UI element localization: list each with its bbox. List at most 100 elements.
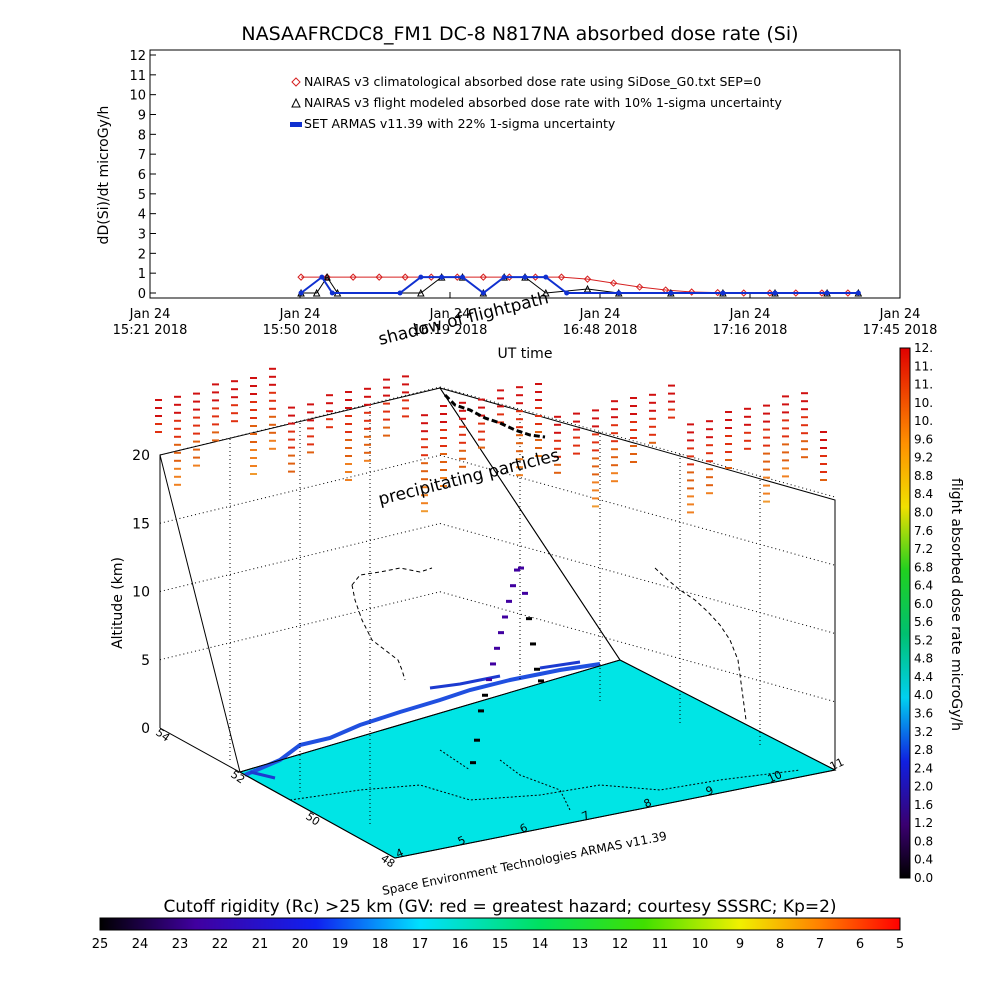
flight-track-point (494, 646, 500, 650)
dose-tick-label: 10. (914, 396, 933, 410)
annotation-shadow: shadow of flightpath (376, 288, 550, 350)
data-point-triangle (542, 288, 550, 297)
rigidity-tick-label: 16 (452, 937, 469, 952)
altitude-ticks: 0 5 10 15 20 (132, 448, 150, 737)
dose-tick-label: 9.6 (914, 432, 933, 446)
data-point-diamond (635, 283, 644, 291)
dose-tick-label: 4.8 (914, 652, 933, 666)
data-point-diamond (557, 273, 566, 281)
dose-colorbar-label: flight absorbed dose rate microGy/h (948, 478, 964, 731)
longitude-ticks: 4 5 6 7 8 9 10 11 (394, 756, 846, 861)
data-point-diamond (583, 275, 592, 283)
x-tick-label-date: Jan 24 (129, 307, 171, 322)
series-line (300, 275, 859, 295)
altitude-tick-label: 5 (141, 653, 150, 669)
rigidity-tick-label: 14 (532, 937, 549, 952)
altitude-tick-label: 10 (132, 585, 150, 601)
rigidity-colorbar-fill (99, 917, 901, 931)
3d-gridlines (159, 386, 836, 824)
data-point-circle (824, 290, 830, 296)
rigidity-colorbar: Cutoff rigidity (Rc) >25 km (GV: red = g… (92, 897, 904, 952)
dose-tick-label: 0.0 (914, 871, 933, 885)
altitude-tick-label: 20 (132, 448, 150, 464)
dose-tick-label: 0.8 (914, 834, 933, 848)
rigidity-tick-label: 17 (412, 937, 429, 952)
flight-track (470, 566, 544, 765)
y-tick-label: 11 (129, 69, 146, 84)
data-point-diamond (401, 273, 409, 281)
flight-track-point (490, 662, 496, 666)
x-tick-label-time: 16:48 2018 (563, 323, 638, 338)
dose-tick-label: 8.8 (914, 469, 933, 483)
data-point-circle (329, 290, 335, 296)
flight-track-point (522, 591, 528, 595)
x-tick-label-time: 16:19 2018 (413, 323, 488, 338)
rigidity-tick-label: 6 (856, 937, 864, 952)
dose-tick-label: 9.2 (914, 451, 933, 465)
data-point-triangle (417, 288, 425, 297)
y-tick-label: 8 (138, 128, 146, 143)
x-tick-label-date: Jan 24 (729, 307, 771, 322)
dose-tick-label: 1.2 (914, 816, 933, 830)
flightpath-shadow-right (654, 567, 747, 721)
data-point-circle (439, 274, 445, 280)
grid-line (439, 591, 836, 703)
legend-entry: NAIRAS v3 flight modeled absorbed dose r… (304, 95, 783, 110)
dose-tick-label: 11. (914, 359, 933, 373)
flight-track-point (506, 599, 512, 603)
data-point-circle (855, 290, 861, 296)
data-point-diamond (714, 288, 722, 297)
legend-entry: NAIRAS v3 climatological absorbed dose r… (304, 74, 761, 89)
grid-line (159, 591, 441, 661)
rigidity-tick-label: 24 (132, 937, 149, 952)
dose-tick-label: 4.0 (914, 688, 933, 702)
rigidity-tick-label: 12 (612, 937, 629, 952)
longitude-tick-label: 8 (642, 796, 654, 811)
dose-tick-label: 8.0 (914, 505, 933, 519)
dose-tick-label: 10. (914, 414, 933, 428)
latitude-tick-label: 54 (153, 726, 172, 745)
dose-colorbar: 0.0 0.4 0.8 1.2 1.6 2.0 2.4 2.8 3.2 3.6 4.0 4.4 4.8 5… (899, 341, 964, 885)
data-point-circle (298, 290, 304, 296)
dose-tick-label: 12. (914, 341, 933, 355)
series-group (297, 273, 863, 297)
x-tick-label-time: 15:50 2018 (263, 323, 338, 338)
data-point-circle (319, 274, 325, 280)
data-point-triangle (323, 273, 331, 281)
y-tick-label: 7 (138, 148, 146, 163)
data-point-circle (772, 290, 778, 296)
data-point-diamond (297, 273, 305, 281)
data-point-circle (460, 274, 465, 280)
data-point-circle (616, 290, 622, 296)
rigidity-tick-label: 19 (332, 937, 349, 952)
x-tick-label-date: Jan 24 (879, 307, 921, 322)
flightpath-shadow-left (351, 567, 433, 681)
data-point-diamond (375, 273, 383, 281)
dose-tick-label: 11. (914, 378, 933, 392)
rigidity-tick-label: 18 (372, 937, 389, 952)
dose-tick-label: 6.8 (914, 560, 933, 574)
y-tick-label: 0 (138, 287, 146, 302)
y-tick-label: 6 (138, 168, 146, 183)
legend-entry: SET ARMAS v11.39 with 22% 1-sigma uncert… (304, 116, 616, 131)
data-point-diamond (687, 288, 696, 296)
dose-tick-label: 2.4 (914, 761, 933, 775)
map-ocean (238, 659, 837, 859)
legend-marker-circle (290, 122, 302, 127)
flight-track-point (498, 631, 504, 635)
rigidity-tick-label: 25 (92, 937, 109, 952)
data-point-circle (668, 290, 674, 296)
flight-track-point (530, 642, 536, 646)
legend: NAIRAS v3 climatological absorbed dose r… (290, 74, 783, 131)
data-point-circle (480, 290, 486, 296)
precipitating-particle-field (155, 367, 827, 514)
y-tick-label: 12 (129, 49, 146, 64)
grid-line (159, 386, 441, 456)
rigidity-tick-label: 22 (212, 937, 229, 952)
data-point-circle (501, 274, 507, 280)
dose-tick-label: 8.4 (914, 487, 933, 501)
dose-tick-label: 3.2 (914, 725, 933, 739)
flight-track-point (486, 678, 492, 682)
